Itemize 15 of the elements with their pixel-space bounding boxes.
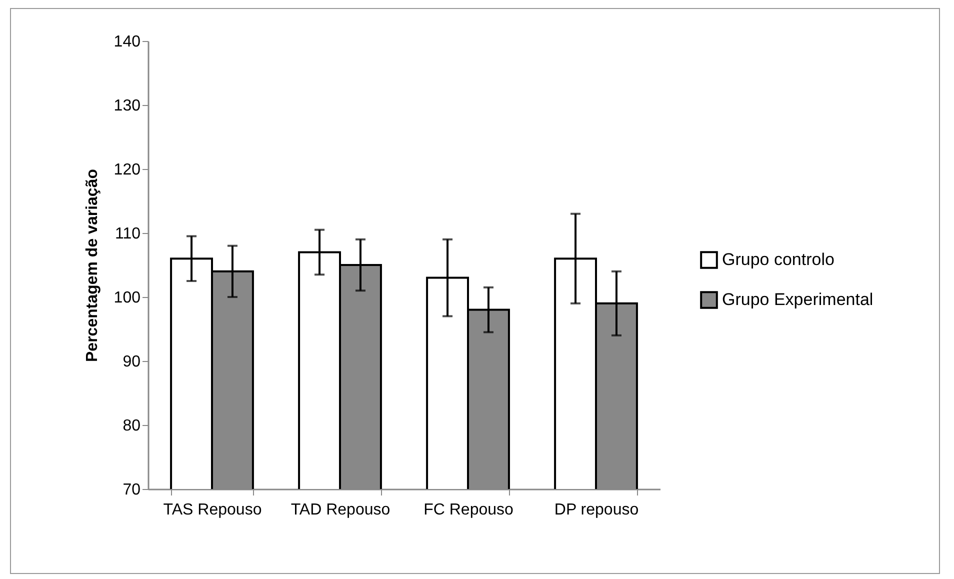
- y-tick-label: 100: [114, 290, 141, 306]
- legend-label: Grupo controlo: [722, 250, 834, 269]
- y-tick-label: 70: [122, 482, 141, 498]
- x-tick-label: TAD Repouso: [290, 502, 390, 518]
- y-tick-label: 120: [114, 162, 141, 178]
- x-tick-label: FC Repouso: [424, 502, 514, 518]
- y-tick-label: 90: [122, 354, 141, 370]
- legend-label: Grupo Experimental: [722, 290, 874, 309]
- y-tick-label: 80: [122, 418, 141, 434]
- y-axis-title: Percentagem de variação: [84, 168, 101, 362]
- y-tick-label: 140: [114, 34, 141, 50]
- y-tick-label: 130: [114, 98, 141, 114]
- x-tick-label: DP repouso: [554, 502, 639, 518]
- x-tick-label: TAS Repouso: [163, 502, 262, 518]
- y-tick-label: 110: [114, 226, 141, 242]
